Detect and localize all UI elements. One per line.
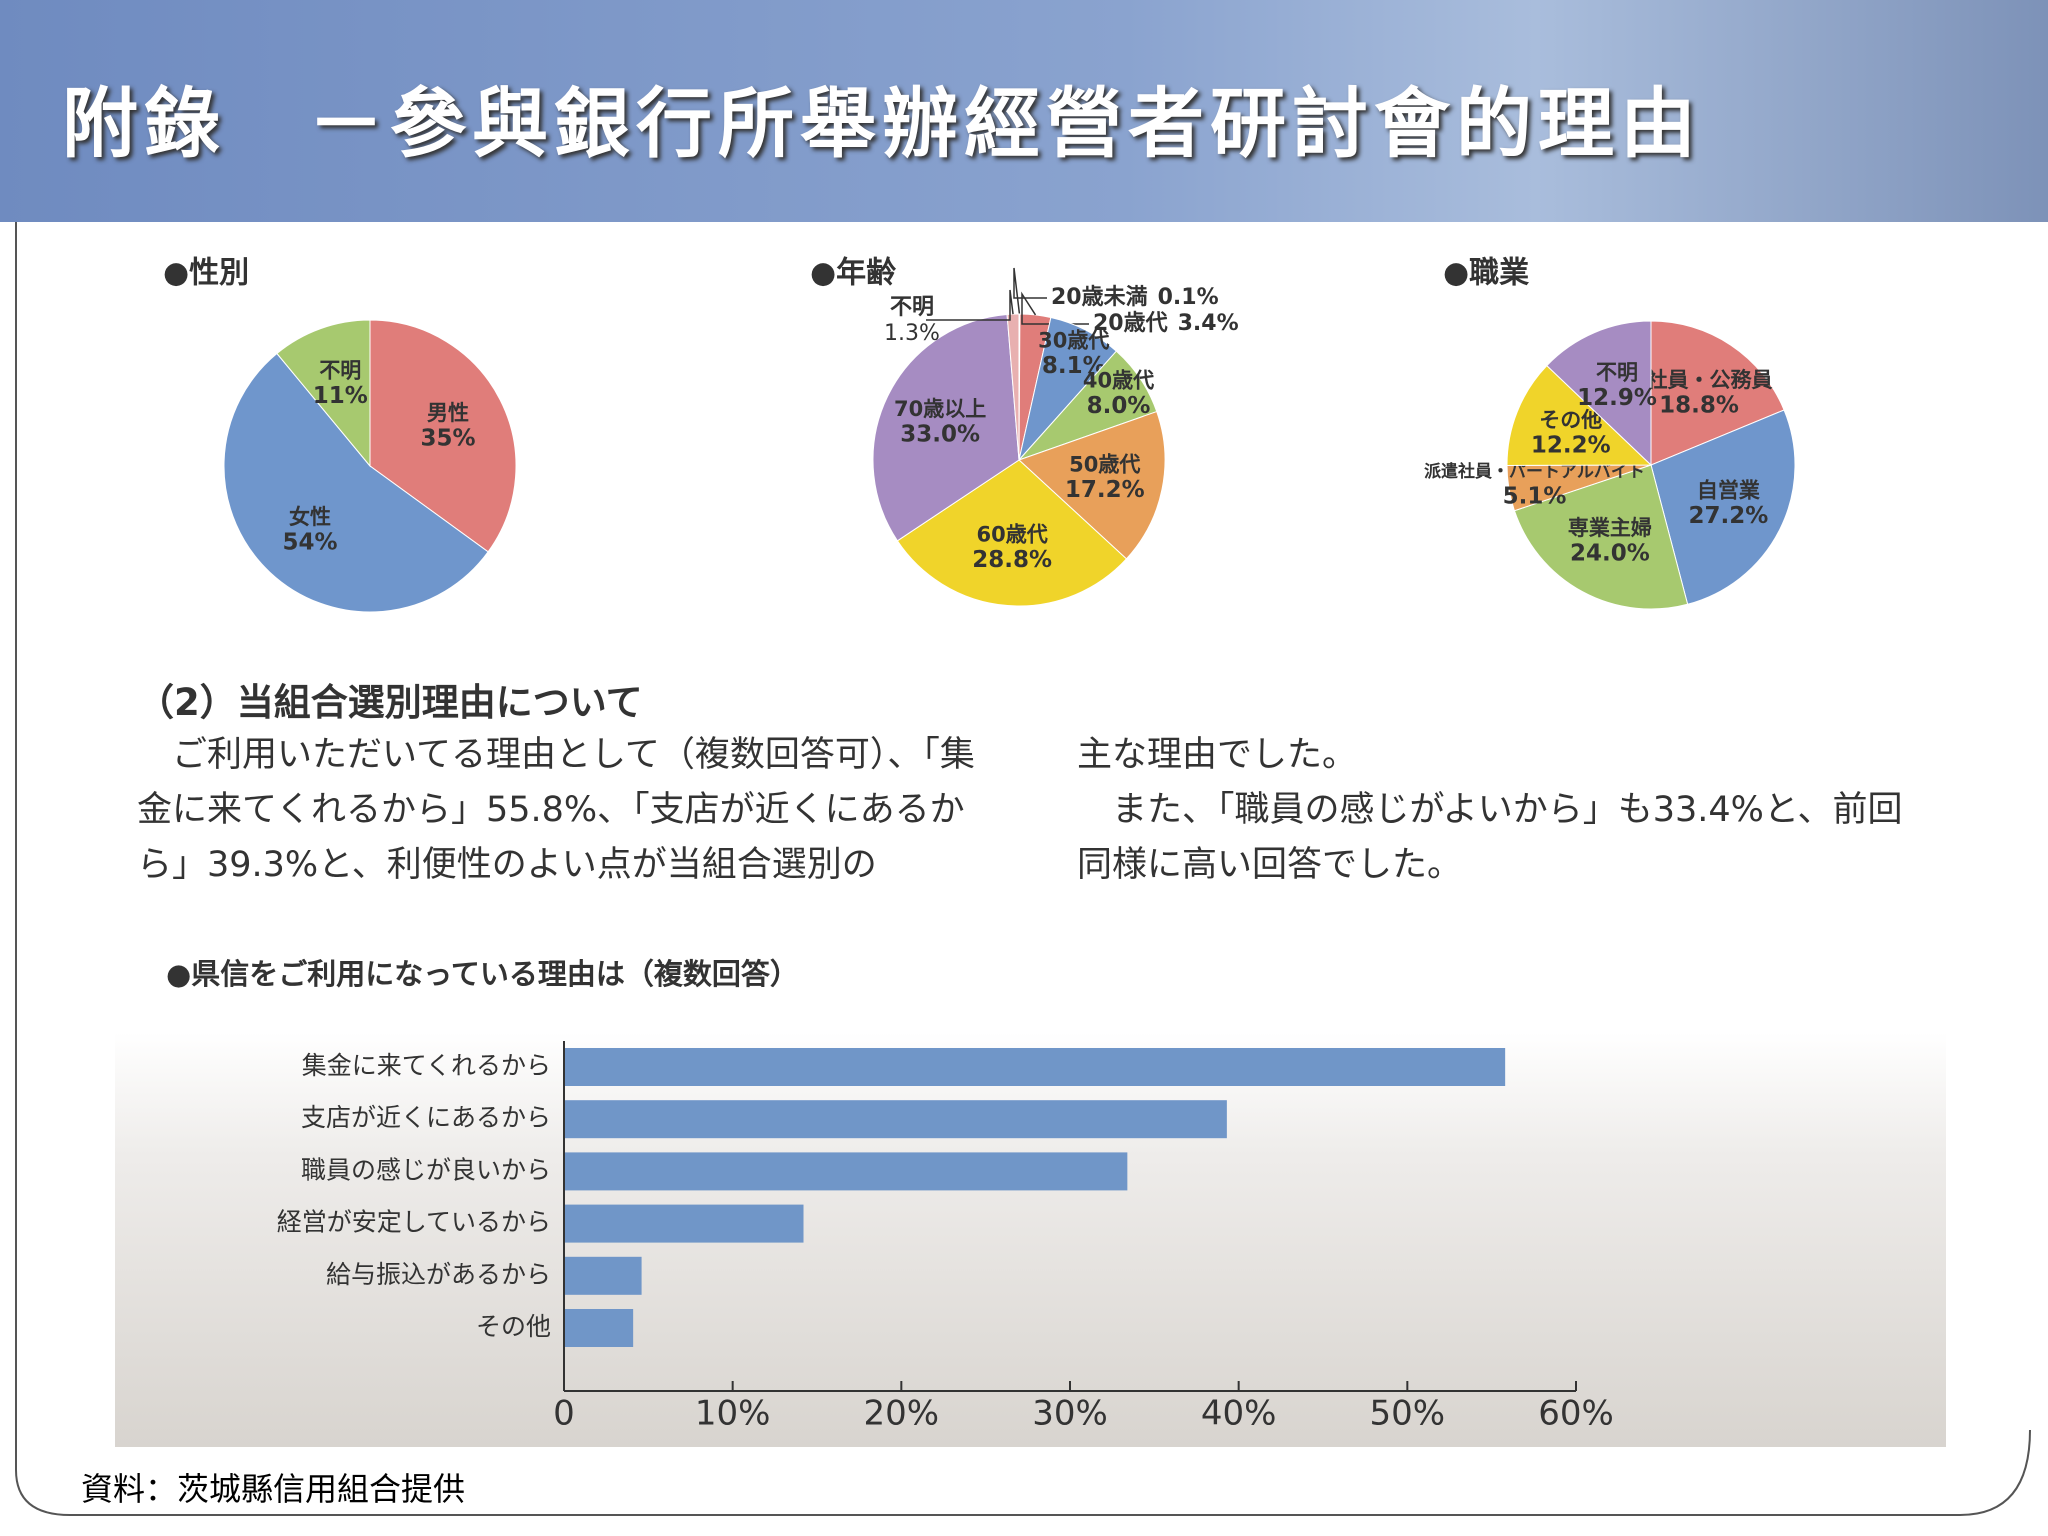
value-label: 11% [313, 383, 368, 409]
x-tick-label: 20% [864, 1394, 940, 1434]
slice-label: 50歳代 [1069, 453, 1140, 477]
x-tick-label: 50% [1370, 1394, 1446, 1434]
header: 附錄 －參與銀行所舉辦經營者研討會的理由 [0, 0, 2048, 222]
value-label: 24.0% [1570, 541, 1650, 567]
slice-label: 女性 [289, 505, 331, 529]
bar-background [115, 1032, 1946, 1447]
value-label: 12.9% [1577, 385, 1657, 411]
slice-label: 20歳代 3.4% [1093, 311, 1239, 336]
slice-label: 30歳代 [1038, 329, 1109, 353]
slice-label: 不明 [890, 295, 934, 320]
section-heading: （2）当組合選別理由について [137, 681, 643, 724]
pie-slice [1018, 410, 1166, 560]
slice-label: 専業主婦 [1568, 516, 1652, 540]
paragraph: ご利用いただいてる理由として（複数回答可）、「集金に来てくれるから」55.8%、… [137, 735, 975, 885]
slice-label: その他 [1539, 408, 1602, 432]
bar [564, 1152, 1128, 1191]
pie-slice [896, 459, 1128, 607]
frame [15, 222, 2031, 1516]
chart-title: ●県信をご利用になっている理由は（複数回答） [166, 957, 799, 991]
slice-label: 不明 [1596, 361, 1638, 385]
text-column: 主な理由でした。また、「職員の感じがよいから」も33.4%と、前回同様に高い回答… [1077, 728, 1937, 893]
slice-label: 60歳代 [977, 522, 1048, 546]
slice-label: 男性 [427, 401, 469, 425]
y-tick-label: 集金に来てくれるから [302, 1051, 551, 1080]
pie-title: ●性別 [163, 256, 249, 291]
page-title: 附錄 －參與銀行所舉辦經營者研討會的理由 [62, 79, 1702, 168]
slice-label: 40歳代 [1083, 368, 1154, 392]
pie-title: ●職業 [1443, 256, 1529, 291]
y-tick-label: 給与振込があるから [326, 1260, 551, 1289]
value-label: 3.4% [1178, 311, 1239, 336]
pie-slice [872, 313, 1020, 542]
category: 20歳代 [1093, 311, 1168, 336]
bar [564, 1309, 634, 1347]
slice-label: 70歳以上 [894, 397, 986, 421]
value-label: 35% [421, 426, 476, 452]
value-label: 33.0% [900, 421, 980, 447]
slice-label: 自営業 [1697, 478, 1761, 502]
paragraph: 主な理由でした。 [1077, 735, 1358, 775]
slice-label: 不明 [319, 359, 361, 383]
paragraph: また、「職員の感じがよいから」も33.4%と、前回同様に高い回答でした。 [1077, 790, 1903, 885]
pie-slice [1546, 320, 1652, 467]
x-tick-label: 30% [1032, 1394, 1108, 1434]
bar [564, 1048, 1506, 1086]
value-label: 54% [283, 529, 338, 555]
y-tick-label: 支店が近くにあるから [301, 1103, 551, 1132]
leader-line [926, 289, 1014, 321]
bar [564, 1204, 804, 1243]
pie-slice [369, 319, 517, 553]
pie-slice [1006, 313, 1020, 461]
value-label: 5.1% [1503, 484, 1567, 510]
value-label: 0.1% [1158, 285, 1219, 310]
value-label: 28.8% [972, 547, 1052, 573]
slice-label: 派遣社員・パートアルバイト [1424, 461, 1645, 482]
value-label: 8.0% [1087, 393, 1151, 419]
pie-slice [1650, 409, 1796, 605]
value-label: 27.2% [1688, 503, 1768, 529]
leader-line [1013, 267, 1047, 315]
slice-label: 20歳未満 0.1% [1051, 284, 1219, 310]
value-label: 18.8% [1659, 393, 1739, 419]
pie-slice [276, 319, 371, 468]
source-note: 資料：茨城縣信用組合提供 [81, 1470, 466, 1508]
value-label: 17.2% [1065, 477, 1145, 503]
value-label: 1.3% [884, 321, 940, 346]
category: 20歳未満 [1051, 284, 1148, 310]
y-tick-label: 経営が安定しているから [277, 1208, 551, 1237]
value-label: 12.2% [1531, 433, 1611, 459]
bar [564, 1256, 642, 1295]
text-column: ご利用いただいてる理由として（複数回答可）、「集金に来てくれるから」55.8%、… [137, 728, 977, 893]
x-tick-label: 40% [1201, 1394, 1277, 1434]
pie-slice [223, 352, 489, 613]
y-tick-label: 職員の感じが良いから [301, 1155, 551, 1184]
pie-slice [1650, 320, 1785, 466]
y-tick-label: その他 [476, 1312, 551, 1341]
x-tick-label: 60% [1538, 1394, 1614, 1434]
pie-slice [1513, 464, 1689, 610]
bar [564, 1100, 1227, 1139]
pie-slice [1506, 364, 1653, 466]
pie-title: ●年齢 [810, 256, 896, 291]
x-tick-label: 0 [553, 1394, 575, 1434]
x-tick-label: 10% [695, 1394, 771, 1434]
